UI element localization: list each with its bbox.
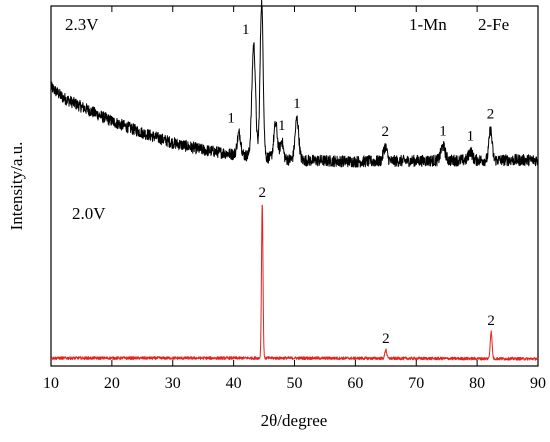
y-axis-label: Intensity/a.u. [7,142,26,231]
peak-label: 1 [278,118,286,134]
peak-label: 2 [487,313,495,329]
x-tick-label: 70 [408,375,424,392]
series-line-0 [50,0,539,168]
x-tick-label: 30 [165,375,181,392]
peak-labels: 112112112222 [227,22,495,347]
peak-label: 2 [258,185,266,201]
peak-label: 1 [439,123,447,139]
x-tick-label: 40 [226,375,242,392]
peak-label: 2 [382,331,390,347]
series-label-2-0v: 2.0V [72,204,106,223]
x-tick-label: 90 [530,375,546,392]
x-axis-label: 2θ/degree [261,411,328,430]
legend-fe: 2-Fe [478,15,509,34]
x-tick-label: 10 [43,375,59,392]
peak-label: 1 [467,128,475,144]
peak-label: 2 [487,107,495,123]
peak-label: 1 [293,96,301,112]
x-axis-ticks: 10 20 30 40 50 60 70 80 90 [43,6,546,392]
x-tick-label: 20 [104,375,120,392]
peak-label: 1 [242,22,250,38]
peak-label: 1 [227,110,235,126]
series-label-2-3v: 2.3V [65,15,99,34]
plot-lines [50,0,539,361]
x-tick-label: 80 [469,375,485,392]
series-line-1 [50,204,539,361]
x-tick-label: 60 [347,375,363,392]
plot-frame [50,5,539,367]
x-tick-label: 50 [287,375,303,392]
peak-label: 2 [381,124,389,140]
legend-mn: 1-Mn [409,15,447,34]
